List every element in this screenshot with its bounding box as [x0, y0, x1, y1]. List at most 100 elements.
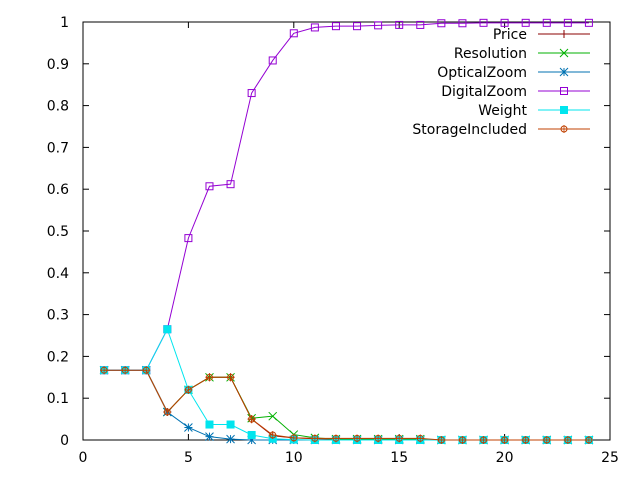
- data-point-weight: [205, 420, 214, 429]
- series-line-resolution: [104, 369, 589, 441]
- legend-label-opticalzoom: OpticalZoom: [437, 65, 527, 81]
- plot-frame: [82, 21, 611, 441]
- legend-label-price: Price: [493, 27, 527, 43]
- legend-item-storageincluded: StorageIncluded: [412, 122, 590, 138]
- legend-marker-resolution: [559, 48, 569, 58]
- data-point-storageincluded-center: [353, 434, 362, 443]
- data-point-storageincluded-center: [584, 436, 593, 444]
- data-point-storageincluded-center: [374, 434, 383, 443]
- data-point-storageincluded-center: [500, 436, 509, 444]
- data-point-opticalzoom: [247, 435, 256, 445]
- data-point-storageincluded-center: [563, 436, 572, 444]
- y-tick-label: 0: [60, 433, 69, 449]
- y-tick-label: 0.8: [47, 99, 69, 115]
- series-layer: [99, 18, 594, 445]
- data-point-weight: [247, 430, 256, 439]
- data-point-storageincluded-center: [542, 436, 551, 444]
- data-point-storageincluded-center: [142, 366, 151, 375]
- data-point-storageincluded-center: [205, 373, 214, 382]
- data-point-storageincluded-center: [395, 434, 404, 443]
- legend-label-digitalzoom: DigitalZoom: [441, 84, 527, 100]
- series-line-price: [104, 369, 589, 441]
- data-point-opticalzoom: [226, 434, 235, 444]
- data-point-digitalzoom: [353, 22, 362, 31]
- data-point-digitalzoom: [584, 18, 593, 27]
- chart-axes: 0 5 10 15 20 25 0 0.1 0.2 0.3 0.4 0.5 0.6 0.7 0.8 0.9 1: [47, 15, 619, 466]
- legend-marker-digitalzoom: [560, 87, 568, 95]
- data-point-storageincluded-center: [100, 366, 109, 375]
- legend-label-weight: Weight: [478, 103, 527, 119]
- series-line-weight: [104, 327, 589, 441]
- x-tick-label: 0: [79, 450, 88, 466]
- data-point-storageincluded-center: [226, 373, 235, 382]
- data-point-storageincluded-center: [247, 415, 256, 424]
- y-tick-label: 0.5: [47, 224, 69, 240]
- x-tick-label: 10: [285, 450, 303, 466]
- series-line-opticalzoom: [104, 369, 589, 441]
- legend-marker-price: [560, 30, 568, 38]
- data-point-storageincluded-center: [458, 436, 467, 444]
- y-tick-label: 1: [60, 15, 69, 31]
- legend-label-resolution: Resolution: [454, 46, 527, 62]
- legend-item-resolution: Resolution: [454, 46, 590, 62]
- legend-label-storageincluded: StorageIncluded: [412, 122, 527, 138]
- data-point-storageincluded-center: [416, 434, 425, 443]
- y-tick-label: 0.3: [47, 308, 69, 324]
- y-tick-label: 0.1: [47, 391, 69, 407]
- data-point-storageincluded-center: [163, 407, 172, 416]
- data-point-storageincluded-center: [268, 430, 277, 439]
- data-point-digitalzoom: [331, 22, 340, 31]
- data-point-digitalzoom: [479, 18, 488, 27]
- chart-legend: Price Resolution OpticalZoom DigitalZoom Wei…: [412, 27, 590, 138]
- legend-marker-weight: [560, 106, 568, 114]
- data-point-digitalzoom: [416, 20, 425, 29]
- data-point-digitalzoom: [310, 23, 319, 32]
- data-point-digitalzoom: [500, 18, 509, 27]
- y-tick-label: 0.4: [47, 266, 69, 282]
- series-line-storageincluded: [104, 369, 589, 441]
- data-point-storageincluded-center: [310, 434, 319, 443]
- x-tick-label: 25: [601, 450, 619, 466]
- x-tick-label: 15: [390, 450, 408, 466]
- data-point-digitalzoom: [184, 234, 193, 243]
- data-point-digitalzoom: [542, 18, 551, 27]
- data-point-storageincluded-center: [184, 385, 193, 394]
- legend-item-digitalzoom: DigitalZoom: [441, 84, 590, 100]
- data-point-digitalzoom: [458, 19, 467, 28]
- y-tick-label: 0.9: [47, 57, 69, 73]
- x-tick-label: 20: [496, 450, 514, 466]
- legend-item-weight: Weight: [478, 103, 590, 119]
- series-storageincluded: [100, 366, 593, 444]
- data-point-storageincluded-center: [121, 366, 130, 375]
- data-point-opticalzoom: [205, 432, 214, 442]
- data-point-digitalzoom: [563, 18, 572, 27]
- data-point-storageincluded-center: [521, 436, 530, 444]
- y-tick-label: 0.7: [47, 140, 69, 156]
- data-point-digitalzoom: [205, 182, 214, 191]
- data-point-digitalzoom: [226, 180, 235, 189]
- data-point-storageincluded-center: [437, 436, 446, 444]
- series-weight: [100, 325, 593, 444]
- data-point-storageincluded-center: [289, 433, 298, 442]
- data-point-digitalzoom: [247, 89, 256, 98]
- data-point-digitalzoom: [374, 21, 383, 30]
- y-tick-label: 0.6: [47, 182, 69, 198]
- data-point-weight: [226, 420, 235, 429]
- data-point-digitalzoom: [268, 56, 277, 65]
- legend-item-price: Price: [493, 27, 590, 43]
- data-point-weight: [163, 325, 172, 334]
- data-point-storageincluded-center: [479, 436, 488, 444]
- data-point-resolution: [268, 411, 278, 421]
- data-point-digitalzoom: [289, 29, 298, 38]
- data-point-digitalzoom: [395, 20, 404, 29]
- x-tick-label: 5: [184, 450, 193, 466]
- data-point-digitalzoom: [437, 19, 446, 28]
- data-point-digitalzoom: [521, 18, 530, 27]
- y-tick-label: 0.2: [47, 349, 69, 365]
- legend-marker-storageincluded-center: [560, 125, 568, 133]
- data-point-storageincluded-center: [331, 434, 340, 443]
- legend-marker-opticalzoom: [559, 67, 569, 77]
- legend-item-opticalzoom: OpticalZoom: [437, 65, 590, 81]
- data-point-opticalzoom: [184, 423, 193, 432]
